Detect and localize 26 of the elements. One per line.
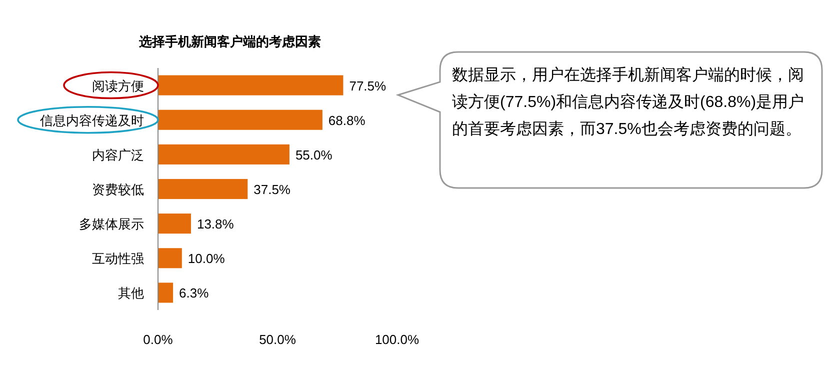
data-label: 55.0% [295, 147, 333, 162]
chart-title: 选择手机新闻客户端的考虑因素 [138, 34, 321, 49]
bar [158, 110, 322, 130]
x-tick-label: 50.0% [259, 332, 296, 347]
y-tick-label: 阅读方便 [92, 78, 144, 94]
y-tick-label: 其他 [118, 286, 144, 301]
y-tick-label: 互动性强 [92, 251, 144, 266]
data-label: 10.0% [188, 251, 226, 266]
data-label: 77.5% [349, 78, 387, 94]
bar [158, 248, 182, 268]
data-label: 13.8% [196, 216, 234, 232]
x-tick-label: 0.0% [143, 332, 174, 347]
y-tick-label: 内容广泛 [92, 147, 144, 162]
data-label: 6.3% [179, 286, 210, 301]
y-tick-label: 多媒体展示 [79, 216, 144, 232]
x-tick-label: 100.0% [374, 332, 420, 347]
data-label: 37.5% [254, 182, 291, 197]
bar [158, 214, 191, 234]
y-tick-label: 资费较低 [92, 182, 144, 197]
bar [158, 282, 174, 303]
bar [158, 178, 248, 200]
y-tick-label: 信息内容传递及时 [40, 112, 144, 128]
text: 数据显示，用户在选择手机新闻客户端的时候，阅读方便(77.5%)和信息内容传递及时(68.8%)是用户的首要考虑因素，而37.5%也会考虑资费的问题。 [452, 66, 806, 140]
data-label: 68.8% [328, 112, 366, 128]
bar [158, 75, 344, 96]
bar [158, 144, 290, 164]
